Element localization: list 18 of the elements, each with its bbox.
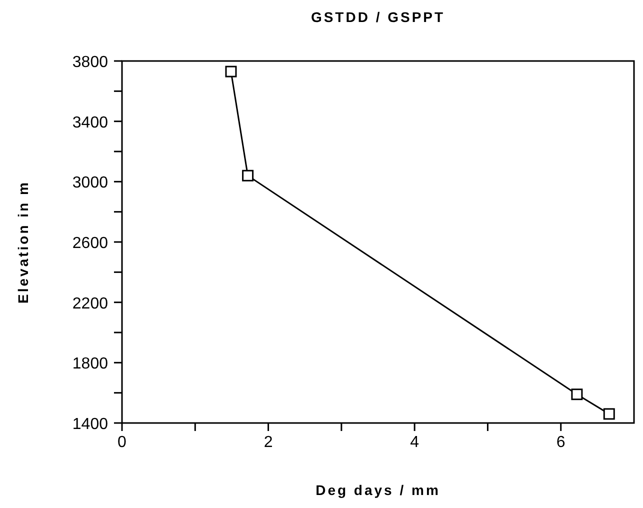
y-tick-label: 1400 (72, 416, 108, 433)
point (603, 408, 615, 420)
x-tick-label: 6 (556, 434, 566, 451)
x-tick-label: 0 (118, 434, 127, 451)
y-axis-title: Elevation in m (15, 180, 31, 304)
y-tick-label: 2600 (72, 235, 108, 252)
x-axis-title: Deg days / mm (316, 482, 440, 498)
point (225, 66, 237, 78)
x-tick-label: 4 (410, 434, 420, 451)
point (571, 388, 583, 400)
y-tick-label: 3400 (72, 114, 108, 132)
x-tick-label: 2 (264, 434, 273, 451)
y-tick-label: 1800 (72, 356, 108, 373)
chart-title: GSTDD / GSPPT (310, 9, 446, 25)
y-tick-label: 3000 (72, 174, 108, 192)
point (242, 170, 254, 182)
y-tick-label: 2200 (72, 295, 108, 312)
y-tick-label: 3800 (72, 54, 108, 71)
